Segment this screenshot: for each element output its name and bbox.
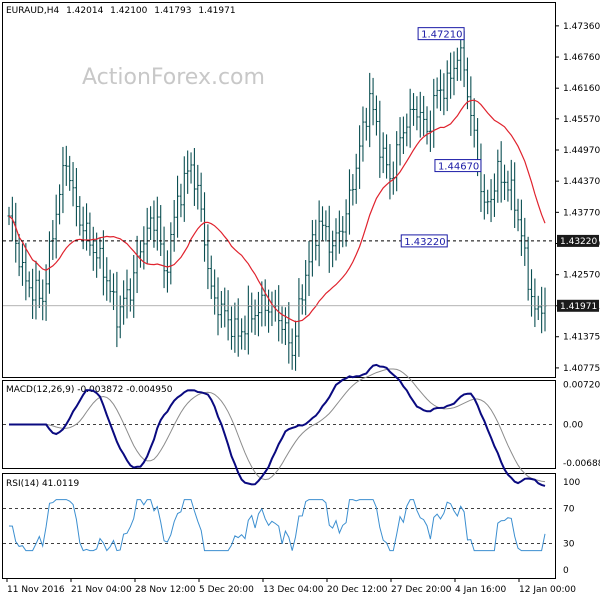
- macd-main-line: [9, 363, 546, 487]
- price-ytick-label: 1.43770: [563, 208, 600, 218]
- current-price-tag: [557, 299, 599, 312]
- x-tick-label: 28 Nov 12:00: [135, 585, 196, 595]
- x-tick-label: 13 Dec 04:00: [263, 585, 324, 595]
- low-value: 1.41793: [154, 6, 191, 16]
- watermark: ActionForex.com: [82, 65, 265, 90]
- price-ytick-label: 1.40775: [563, 364, 600, 374]
- rsi-ytick-label: 0: [563, 566, 569, 576]
- high-value: 1.42100: [110, 6, 147, 16]
- rsi-ytick-label: 70: [563, 504, 575, 514]
- x-tick-label: 4 Jan 16:00: [455, 585, 507, 595]
- rsi-title: RSI(14) 41.0119: [6, 479, 79, 489]
- price-annotation-box: [400, 234, 448, 248]
- x-tick-label: 11 Nov 2016: [7, 585, 65, 595]
- support-price-tag: [557, 234, 599, 247]
- price-ytick-label: 1.47360: [563, 22, 600, 32]
- support-price-tag-label: 1.43220: [560, 237, 597, 247]
- macd-ytick-label: 0.00: [563, 421, 583, 431]
- price-annotation-label: 1.47210: [421, 30, 462, 41]
- price-ytick-label: 1.46160: [563, 84, 600, 94]
- x-tick-label: 27 Dec 20:00: [391, 585, 452, 595]
- price-ytick-label: 1.44970: [563, 146, 600, 156]
- chart-header: EURAUD,H4 1.42014 1.42100 1.41793 1.4197…: [6, 6, 236, 16]
- moving-average-line: [8, 99, 546, 323]
- x-tick-label: 12 Jan 00:00: [519, 585, 576, 595]
- macd-signal-line: [9, 368, 546, 483]
- price-annotation-label: 1.44670: [438, 162, 479, 173]
- current-price-tag-label: 1.41971: [560, 302, 597, 312]
- rsi-ytick-label: 30: [563, 540, 575, 550]
- price-ytick-label: 1.44370: [563, 177, 600, 187]
- price-annotation-box: [434, 159, 482, 173]
- symbol: EURAUD,H4: [6, 6, 59, 16]
- macd-ytick-label: -0.006888: [563, 459, 600, 469]
- macd-ytick-label: 0.007201: [563, 380, 600, 390]
- close-value: 1.41971: [198, 6, 235, 16]
- rsi-ytick-label: 100: [563, 478, 580, 488]
- rsi-line: [8, 499, 546, 552]
- price-annotation-box: [417, 27, 465, 41]
- price-ytick-label: 1.45570: [563, 115, 600, 125]
- price-ytick-label: 1.41375: [563, 333, 600, 343]
- open-value: 1.42014: [66, 6, 103, 16]
- x-tick-label: 21 Nov 04:00: [71, 585, 132, 595]
- x-tick-label: 5 Dec 20:00: [199, 585, 254, 595]
- x-tick-label: 20 Dec 12:00: [327, 585, 388, 595]
- price-ytick-label: 1.42570: [563, 271, 600, 281]
- price-ytick-label: 1.46760: [563, 53, 600, 63]
- price-annotation-label: 1.43220: [404, 237, 445, 248]
